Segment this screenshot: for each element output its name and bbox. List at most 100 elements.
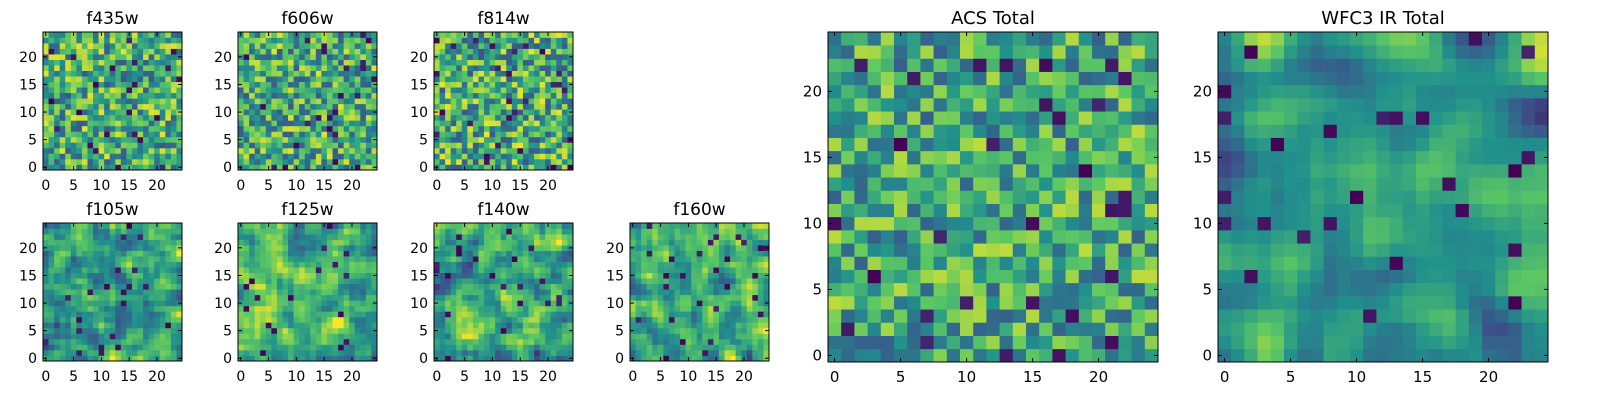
- heatmap-cell: [109, 228, 116, 235]
- heatmap-cell: [528, 103, 535, 110]
- heatmap-cell: [450, 338, 457, 345]
- heatmap-cell: [260, 327, 267, 334]
- heatmap-cell: [271, 283, 278, 290]
- heatmap-cell: [54, 327, 61, 334]
- heatmap-cell: [126, 333, 133, 340]
- heatmap-cell: [545, 311, 552, 318]
- heatmap-cell: [763, 349, 770, 356]
- heatmap-cell: [635, 305, 642, 312]
- heatmap-cell: [349, 120, 356, 127]
- heatmap-cell: [680, 338, 686, 345]
- heatmap-cell: [561, 245, 568, 251]
- heatmap-cell: [960, 216, 974, 231]
- heatmap-cell: [456, 245, 463, 251]
- heatmap-cell: [630, 261, 636, 268]
- heatmap-cell: [472, 70, 479, 77]
- heatmap-cell: [685, 278, 692, 285]
- heatmap-cell: [1012, 348, 1027, 363]
- heatmap-cell: [238, 92, 244, 99]
- heatmap-cell: [126, 294, 133, 301]
- heatmap-cell: [120, 103, 127, 110]
- heatmap-cell: [652, 245, 659, 251]
- heatmap-cell: [87, 316, 94, 323]
- heatmap-cell: [685, 322, 692, 329]
- heatmap-cell: [506, 228, 513, 235]
- heatmap-cell: [59, 245, 66, 251]
- heatmap-cell: [81, 300, 88, 307]
- heatmap-cell: [506, 234, 513, 240]
- heatmap-cell: [746, 294, 753, 301]
- heatmap-cell: [360, 37, 367, 44]
- heatmap-cell: [48, 327, 55, 334]
- heatmap-cell: [434, 120, 440, 127]
- heatmap-cell: [561, 322, 568, 329]
- heatmap-cell: [472, 48, 479, 55]
- heatmap-cell: [115, 355, 122, 362]
- heatmap-cell: [828, 150, 842, 165]
- heatmap-cell: [288, 153, 294, 160]
- heatmap-cell: [506, 256, 513, 262]
- heatmap-cell: [741, 228, 748, 235]
- heatmap-cell: [299, 54, 306, 60]
- heatmap-cell: [120, 76, 127, 83]
- heatmap-cell: [254, 32, 261, 38]
- heatmap-cell: [907, 216, 921, 231]
- heatmap-cell: [567, 153, 574, 160]
- heatmap-cell: [365, 283, 372, 290]
- heatmap-cell: [828, 190, 842, 204]
- heatmap-cell: [338, 48, 344, 55]
- heatmap-cell: [115, 98, 122, 105]
- heatmap-cell: [310, 355, 317, 362]
- heatmap-cell: [299, 300, 306, 307]
- heatmap-cell: [484, 223, 490, 229]
- heatmap-cell: [567, 322, 574, 329]
- heatmap-cell: [70, 338, 77, 345]
- heatmap-cell: [528, 245, 535, 251]
- heatmap-cell: [630, 333, 636, 340]
- heatmap-cell: [550, 305, 557, 312]
- heatmap-cell: [332, 261, 339, 268]
- heatmap-cell: [495, 81, 502, 88]
- heatmap-cell: [511, 300, 518, 307]
- heatmap-cell: [439, 32, 446, 38]
- heatmap-cell: [315, 103, 322, 110]
- heatmap-cell: [260, 355, 267, 362]
- heatmap-cell: [439, 316, 446, 323]
- heatmap-cell: [165, 158, 172, 165]
- heatmap-cell: [456, 43, 463, 49]
- heatmap-cell: [54, 131, 61, 138]
- heatmap-cell: [126, 327, 133, 334]
- heatmap-cell: [326, 158, 333, 165]
- heatmap-cell: [87, 294, 94, 301]
- heatmap-cell: [243, 147, 250, 154]
- heatmap-cell: [539, 322, 546, 329]
- heatmap-cell: [282, 305, 289, 312]
- heatmap-cell: [338, 267, 344, 274]
- heatmap-cell: [434, 234, 440, 240]
- heatmap-cell: [131, 136, 138, 143]
- heatmap-cell: [170, 125, 177, 132]
- heatmap-cell: [93, 333, 99, 340]
- heatmap-cell: [484, 338, 490, 345]
- heatmap-cell: [1092, 309, 1106, 323]
- heatmap-cell: [321, 87, 328, 94]
- heatmap-cell: [310, 81, 317, 88]
- heatmap-cell: [696, 250, 703, 257]
- heatmap-cell: [360, 59, 367, 66]
- heatmap-cell: [148, 245, 155, 251]
- heatmap-cell: [668, 223, 675, 229]
- heatmap-cell: [691, 228, 698, 235]
- heatmap-cell: [148, 305, 155, 312]
- heatmap-cell: [93, 158, 99, 165]
- heatmap-cell: [484, 311, 490, 318]
- heatmap-cell: [349, 54, 356, 60]
- heatmap-cell: [646, 250, 653, 257]
- heatmap-cell: [260, 272, 267, 279]
- heatmap-cell: [321, 37, 328, 44]
- heatmap-cell: [65, 81, 72, 88]
- heatmap-cell: [299, 261, 306, 268]
- heatmap-cell: [456, 289, 463, 296]
- heatmap-cell: [288, 338, 294, 345]
- heatmap-cell: [495, 37, 502, 44]
